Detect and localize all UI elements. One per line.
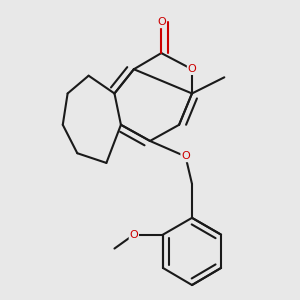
Text: O: O [181, 152, 190, 161]
Text: O: O [130, 230, 138, 240]
Text: O: O [188, 64, 196, 74]
Text: O: O [157, 17, 166, 27]
